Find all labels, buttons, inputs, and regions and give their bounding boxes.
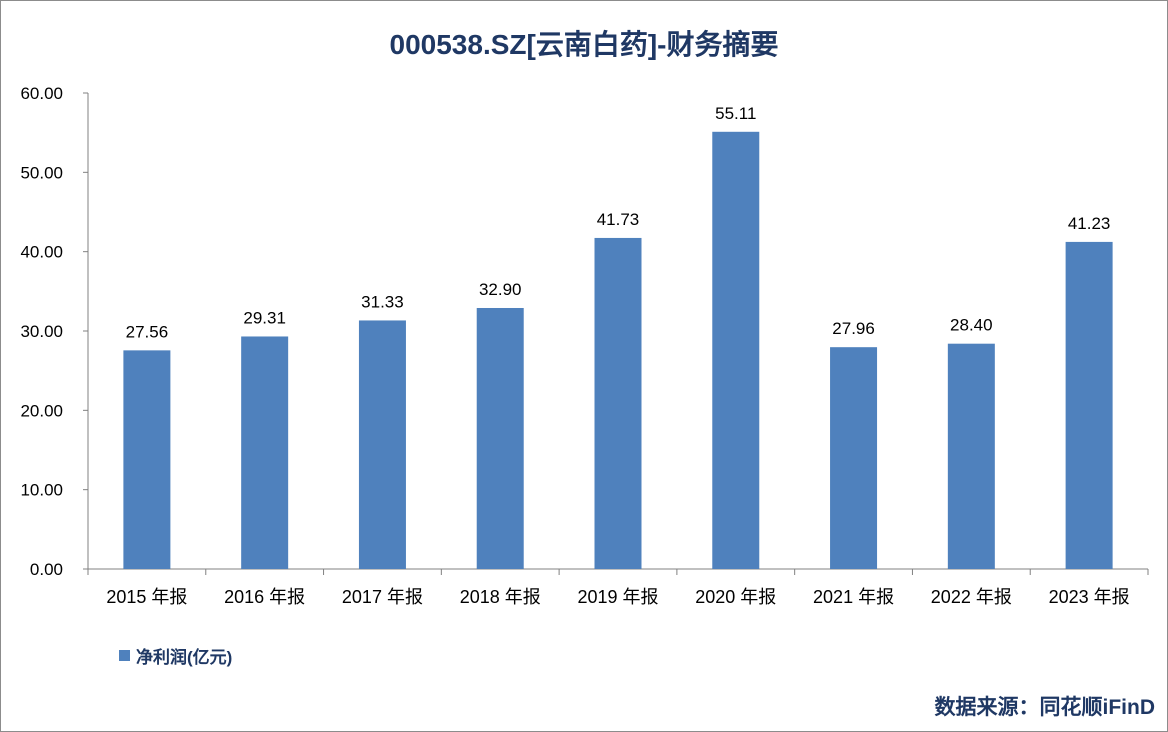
bar-value-label: 29.31 xyxy=(243,308,286,327)
bar-value-label: 32.90 xyxy=(479,280,522,299)
bar xyxy=(594,237,642,569)
y-tick-label: 20.00 xyxy=(20,401,63,420)
x-tick-label: 2018 年报 xyxy=(460,587,541,607)
legend-swatch xyxy=(119,650,130,661)
x-tick-label: 2021 年报 xyxy=(813,587,894,607)
y-tick-label: 10.00 xyxy=(20,481,63,500)
legend-label: 净利润(亿元) xyxy=(136,648,233,667)
y-tick-label: 60.00 xyxy=(20,84,63,103)
bar-value-label: 55.11 xyxy=(715,104,756,123)
x-tick-label: 2022 年报 xyxy=(931,587,1012,607)
bar xyxy=(712,131,760,569)
x-tick-label: 2016 年报 xyxy=(224,587,305,607)
bar-value-label: 31.33 xyxy=(361,292,404,311)
y-tick-label: 0.00 xyxy=(30,560,63,579)
bar xyxy=(947,343,995,569)
y-tick-label: 50.00 xyxy=(20,163,63,182)
bar-value-label: 28.40 xyxy=(950,316,993,335)
bar-chart: 0.00 10.00 20.00 30.00 40.00 50.00 60.00 2015 … xyxy=(20,84,1149,607)
chart-title: 000538.SZ[云南白药]-财务摘要 xyxy=(389,29,779,60)
y-tick-label: 30.00 xyxy=(20,322,63,341)
bar xyxy=(241,336,289,569)
bars xyxy=(123,131,1113,569)
bar xyxy=(1065,241,1113,569)
x-tick-label: 2019 年报 xyxy=(577,587,658,607)
bar-value-label: 41.73 xyxy=(597,210,640,229)
data-labels: 27.56 29.31 31.33 32.90 41.73 55.11 27.96 28.40… xyxy=(126,104,1111,342)
bar-value-label: 27.96 xyxy=(832,319,875,338)
bar xyxy=(830,347,878,569)
bar-value-label: 41.23 xyxy=(1068,214,1111,233)
bar-value-label: 27.56 xyxy=(126,322,169,341)
x-axis: 2015 年报 2016 年报 2017 年报 2018 年报 2019 年报 2020 … xyxy=(87,568,1149,607)
x-tick-label: 2023 年报 xyxy=(1049,587,1130,607)
x-tick-label: 2020 年报 xyxy=(695,587,776,607)
bar xyxy=(123,350,171,569)
y-tick-label: 40.00 xyxy=(20,243,63,262)
bar xyxy=(476,307,524,569)
x-tick-label: 2017 年报 xyxy=(342,587,423,607)
y-axis: 0.00 10.00 20.00 30.00 40.00 50.00 60.00 xyxy=(20,84,89,579)
x-tick-label: 2015 年报 xyxy=(106,587,187,607)
data-source: 数据来源：同花顺iFinD xyxy=(934,696,1156,719)
bar xyxy=(358,320,406,569)
legend: 净利润(亿元) xyxy=(119,643,232,668)
